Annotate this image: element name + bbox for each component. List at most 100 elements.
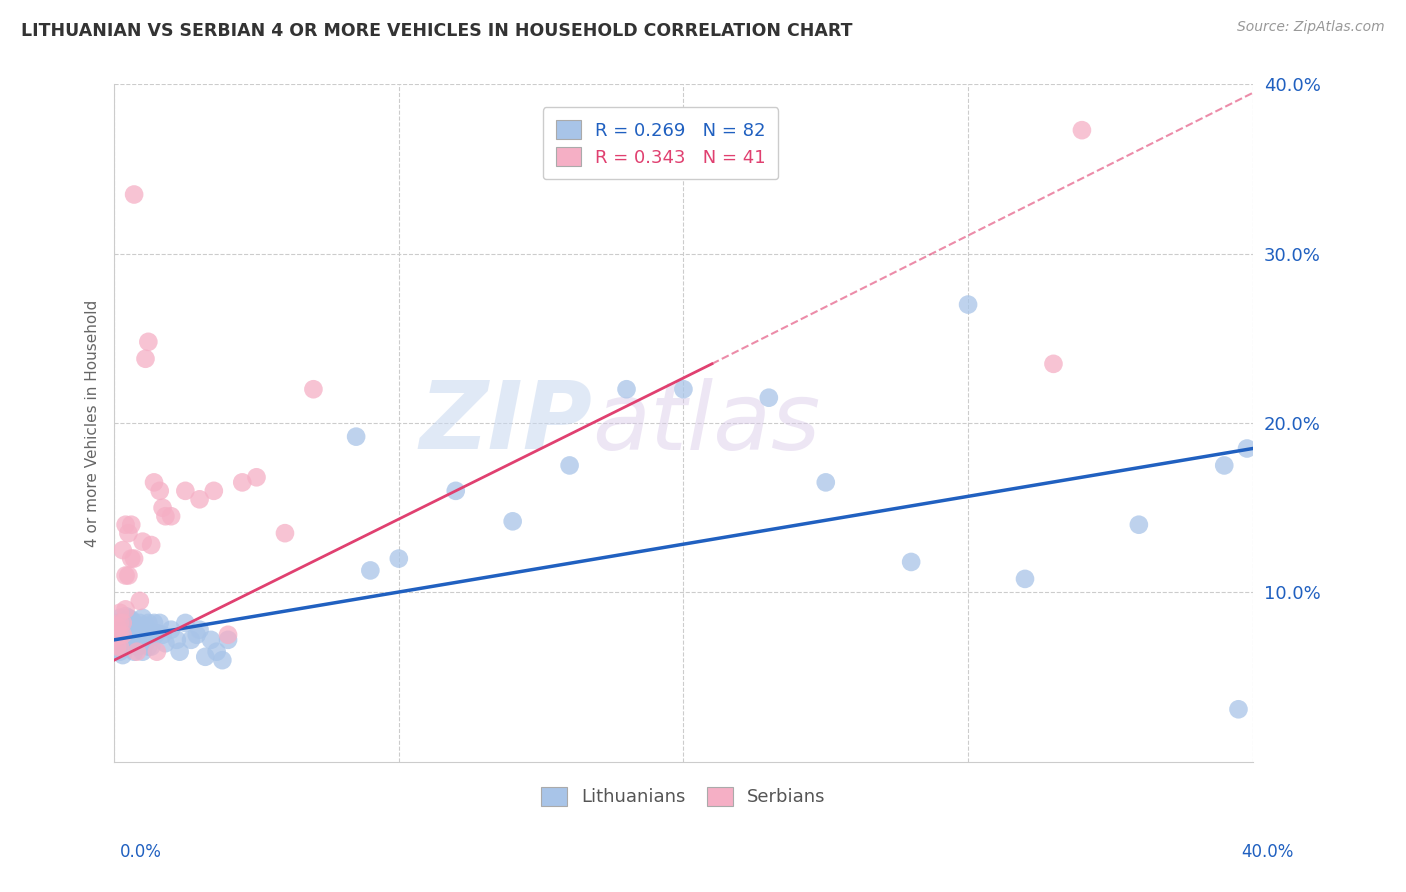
Serbians: [117, 526, 139, 541]
Lithuanians: [1128, 517, 1150, 532]
Lithuanians: [359, 563, 381, 577]
Lithuanians: [141, 628, 163, 642]
Lithuanians: [200, 632, 222, 647]
Lithuanians: [672, 382, 695, 396]
Lithuanians: [108, 611, 131, 625]
Serbians: [245, 470, 267, 484]
Lithuanians: [111, 648, 134, 662]
Lithuanians: [180, 632, 202, 647]
Serbians: [174, 483, 197, 498]
Serbians: [149, 483, 172, 498]
Lithuanians: [131, 645, 153, 659]
Serbians: [105, 640, 128, 654]
Lithuanians: [122, 645, 145, 659]
Lithuanians: [114, 609, 136, 624]
Serbians: [1071, 123, 1094, 137]
Lithuanians: [128, 632, 150, 647]
Serbians: [217, 628, 239, 642]
Lithuanians: [111, 630, 134, 644]
Lithuanians: [105, 640, 128, 654]
Legend: Lithuanians, Serbians: Lithuanians, Serbians: [534, 780, 832, 814]
Lithuanians: [134, 619, 156, 633]
Serbians: [146, 645, 169, 659]
Lithuanians: [211, 653, 233, 667]
Lithuanians: [108, 640, 131, 654]
Lithuanians: [174, 615, 197, 630]
Serbians: [111, 543, 134, 558]
Lithuanians: [957, 297, 980, 311]
Serbians: [152, 500, 174, 515]
Lithuanians: [186, 628, 208, 642]
Lithuanians: [125, 640, 148, 654]
Lithuanians: [143, 630, 166, 644]
Lithuanians: [138, 615, 160, 630]
Serbians: [114, 568, 136, 582]
Serbians: [138, 334, 160, 349]
Serbians: [231, 475, 253, 490]
Lithuanians: [1236, 442, 1258, 456]
Lithuanians: [105, 632, 128, 647]
Text: 40.0%: 40.0%: [1241, 843, 1294, 861]
Serbians: [155, 509, 177, 524]
Lithuanians: [502, 514, 524, 528]
Lithuanians: [120, 613, 142, 627]
Serbians: [131, 534, 153, 549]
Lithuanians: [120, 623, 142, 637]
Serbians: [120, 517, 142, 532]
Lithuanians: [128, 615, 150, 630]
Lithuanians: [131, 628, 153, 642]
Serbians: [108, 640, 131, 654]
Serbians: [120, 551, 142, 566]
Serbians: [108, 628, 131, 642]
Text: Source: ZipAtlas.com: Source: ZipAtlas.com: [1237, 20, 1385, 34]
Serbians: [108, 615, 131, 630]
Serbians: [141, 538, 163, 552]
Lithuanians: [117, 619, 139, 633]
Lithuanians: [134, 636, 156, 650]
Lithuanians: [194, 649, 217, 664]
Lithuanians: [111, 615, 134, 630]
Lithuanians: [143, 615, 166, 630]
Lithuanians: [111, 623, 134, 637]
Serbians: [134, 351, 156, 366]
Serbians: [188, 492, 211, 507]
Lithuanians: [205, 645, 228, 659]
Lithuanians: [616, 382, 638, 396]
Lithuanians: [105, 623, 128, 637]
Lithuanians: [108, 632, 131, 647]
Lithuanians: [108, 630, 131, 644]
Serbians: [122, 187, 145, 202]
Lithuanians: [149, 615, 172, 630]
Serbians: [302, 382, 325, 396]
Serbians: [125, 645, 148, 659]
Lithuanians: [122, 615, 145, 630]
Lithuanians: [1213, 458, 1236, 473]
Serbians: [105, 630, 128, 644]
Lithuanians: [122, 630, 145, 644]
Lithuanians: [1227, 702, 1250, 716]
Serbians: [122, 551, 145, 566]
Lithuanians: [105, 615, 128, 630]
Lithuanians: [120, 632, 142, 647]
Lithuanians: [111, 640, 134, 654]
Lithuanians: [108, 645, 131, 659]
Text: atlas: atlas: [592, 377, 821, 468]
Serbians: [117, 568, 139, 582]
Serbians: [202, 483, 225, 498]
Lithuanians: [108, 636, 131, 650]
Lithuanians: [117, 630, 139, 644]
Lithuanians: [117, 611, 139, 625]
Lithuanians: [108, 619, 131, 633]
Lithuanians: [169, 645, 191, 659]
Lithuanians: [108, 623, 131, 637]
Lithuanians: [188, 623, 211, 637]
Text: ZIP: ZIP: [419, 377, 592, 469]
Lithuanians: [388, 551, 411, 566]
Lithuanians: [444, 483, 467, 498]
Lithuanians: [114, 632, 136, 647]
Serbians: [128, 594, 150, 608]
Lithuanians: [146, 626, 169, 640]
Y-axis label: 4 or more Vehicles in Household: 4 or more Vehicles in Household: [86, 300, 100, 547]
Serbians: [108, 606, 131, 620]
Lithuanians: [160, 623, 183, 637]
